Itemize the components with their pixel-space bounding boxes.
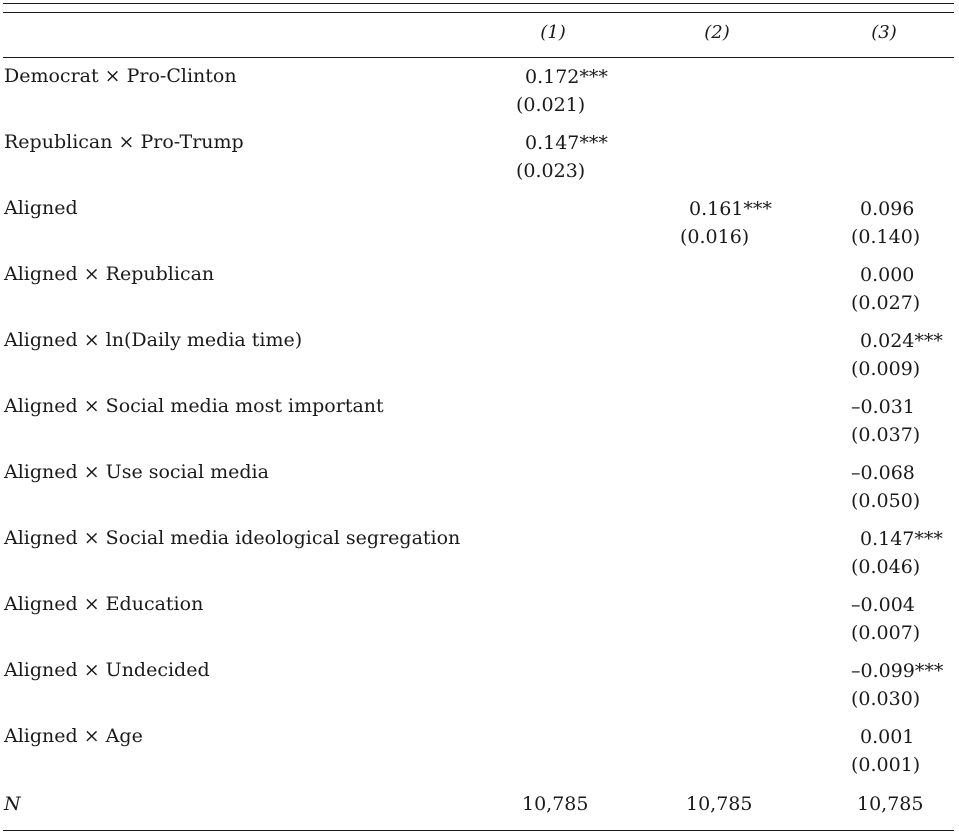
column-2-cell: 0.161*** (0.016)	[680, 195, 772, 251]
row-label: Aligned × Use social media	[4, 461, 269, 483]
standard-error: (0.030)	[851, 688, 921, 710]
standard-error: (0.050)	[851, 490, 921, 512]
standard-error: (0.016)	[680, 226, 750, 248]
top-rule	[3, 3, 954, 5]
column-3-cell: 0.147*** (0.046)	[851, 525, 943, 581]
column-3-cell: 0.001 (0.001)	[851, 723, 920, 779]
row-label: Aligned × Republican	[4, 263, 215, 285]
coefficient: 0.147***	[525, 132, 608, 154]
bottom-rule	[3, 830, 954, 832]
column-1-cell: 0.147*** (0.023)	[516, 129, 608, 185]
column-header-1: (1)	[540, 22, 566, 43]
coefficient: –0.031	[851, 396, 915, 418]
standard-error: (0.046)	[851, 556, 921, 578]
column-1-cell: 0.172*** (0.021)	[516, 63, 608, 119]
coefficient: 0.172***	[525, 66, 608, 88]
n-value: 10,785	[857, 793, 924, 815]
coefficient: –0.004	[851, 594, 915, 616]
row-label: Aligned × Social media ideological segre…	[4, 527, 461, 549]
column-3-cell: 0.096 (0.140)	[851, 195, 920, 251]
standard-error: (0.037)	[851, 424, 921, 446]
row-label: Aligned	[4, 197, 78, 219]
row-label: Democrat × Pro-Clinton	[4, 65, 237, 87]
column-3-cell: –0.031 (0.037)	[851, 393, 920, 449]
standard-error: (0.009)	[851, 358, 921, 380]
column-3-cell: 0.000 (0.027)	[851, 261, 920, 317]
column-3-cell: –0.068 (0.050)	[851, 459, 920, 515]
standard-error: (0.023)	[516, 160, 586, 182]
row-label: Aligned × Education	[4, 593, 204, 615]
coefficient: 0.001	[860, 726, 915, 748]
n-value: 10,785	[522, 793, 589, 815]
row-label: Aligned × ln(Daily media time)	[4, 329, 303, 351]
standard-error: (0.021)	[516, 94, 586, 116]
column-3-cell: 0.024*** (0.009)	[851, 327, 943, 383]
column-header-2: (2)	[704, 22, 730, 43]
row-label: Aligned × Undecided	[4, 659, 210, 681]
row-label: Republican × Pro-Trump	[4, 131, 244, 153]
n-value: 10,785	[686, 793, 753, 815]
n-label: N	[4, 793, 21, 815]
column-header-3: (3)	[871, 22, 897, 43]
coefficient: 0.096	[860, 198, 915, 220]
coefficient: 0.147***	[860, 528, 943, 550]
column-3-cell: –0.099*** (0.030)	[851, 657, 943, 713]
column-3-cell: –0.004 (0.007)	[851, 591, 920, 647]
coefficient: 0.161***	[689, 198, 772, 220]
coefficient: –0.099***	[851, 660, 944, 682]
standard-error: (0.140)	[851, 226, 921, 248]
coefficient: 0.000	[860, 264, 915, 286]
row-label: Aligned × Social media most important	[4, 395, 384, 417]
standard-error: (0.001)	[851, 754, 921, 776]
standard-error: (0.007)	[851, 622, 921, 644]
standard-error: (0.027)	[851, 292, 921, 314]
coefficient: –0.068	[851, 462, 915, 484]
top-rule-second	[3, 12, 954, 14]
coefficient: 0.024***	[860, 330, 943, 352]
header-rule	[3, 57, 954, 59]
row-label: Aligned × Age	[4, 725, 143, 747]
